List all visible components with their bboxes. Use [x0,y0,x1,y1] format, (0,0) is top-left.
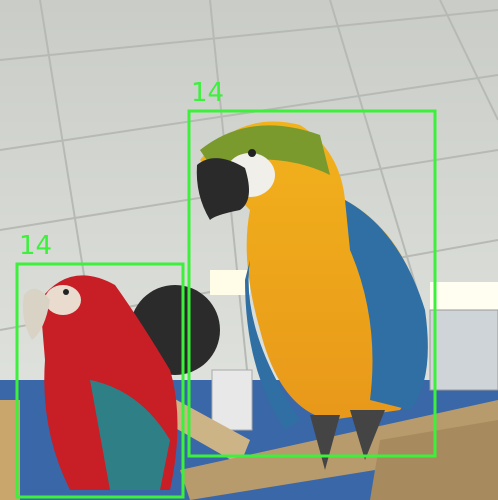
box-label: 14 [19,231,52,261]
red-macaw [23,275,178,490]
bounding-box [15,262,185,499]
box-label: 14 [191,78,224,108]
blue-gold-macaw [196,121,428,470]
detections: 14 14 [15,78,437,499]
bounding-box [187,109,437,458]
